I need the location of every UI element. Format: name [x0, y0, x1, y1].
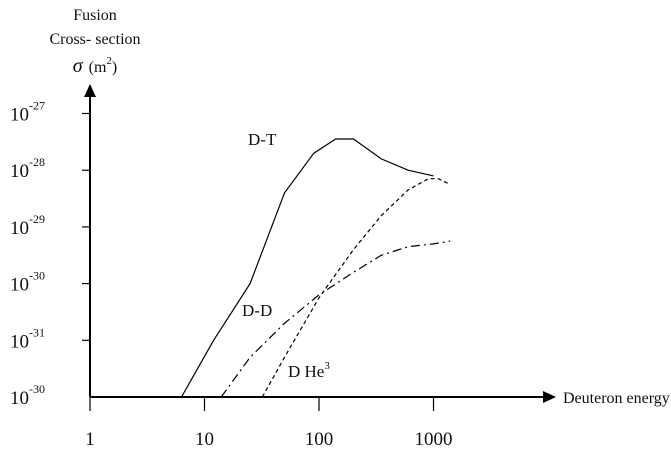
series-label-2: D-D: [242, 301, 272, 320]
series-line-3: [261, 178, 451, 398]
x-tick-label: 100: [305, 429, 334, 450]
y-tick-label: 10-29: [10, 212, 45, 239]
x-tick-label: 10: [195, 429, 214, 450]
series-line-1: [180, 138, 434, 398]
y-axis-title-line-1: Fusion: [73, 7, 117, 24]
y-tick-label: 10-31: [10, 325, 45, 352]
y-axis-title-line-2: Cross- section: [49, 31, 140, 48]
series-line-2: [220, 240, 451, 398]
x-axis-title: Deuteron energy - keV: [563, 390, 671, 407]
series-label-1: D-T: [248, 130, 277, 149]
x-tick-label: 1000: [415, 429, 453, 450]
y-tick-label: 10-30: [10, 269, 45, 296]
series-layer: D-T D-D D He3: [180, 130, 451, 398]
y-axis-title-unit-exp: 2: [106, 55, 112, 67]
y-axis-title: Fusion Cross- section σ (m2): [49, 7, 140, 77]
y-axis-title-symbol: σ: [73, 55, 84, 77]
x-tick-label: 1: [85, 429, 95, 450]
series-label-3: D He3: [288, 360, 330, 381]
y-tick-label: 10-27: [10, 99, 45, 126]
y-axis-title-unit-open: (m: [89, 59, 107, 76]
y-axis-ticks: 10-30 10-31 10-30 10-29 10-28 10-27: [10, 99, 90, 409]
y-axis-arrowhead: [84, 84, 96, 97]
y-tick-label: 10-28: [10, 155, 45, 182]
y-axis-title-line-3: σ (m2): [73, 55, 117, 77]
y-tick-label: 10-30: [10, 382, 45, 409]
y-axis-title-unit-close: ): [112, 59, 117, 76]
x-axis-arrowhead: [543, 391, 556, 403]
x-axis-ticks: 1 10 100 1000: [85, 397, 453, 450]
